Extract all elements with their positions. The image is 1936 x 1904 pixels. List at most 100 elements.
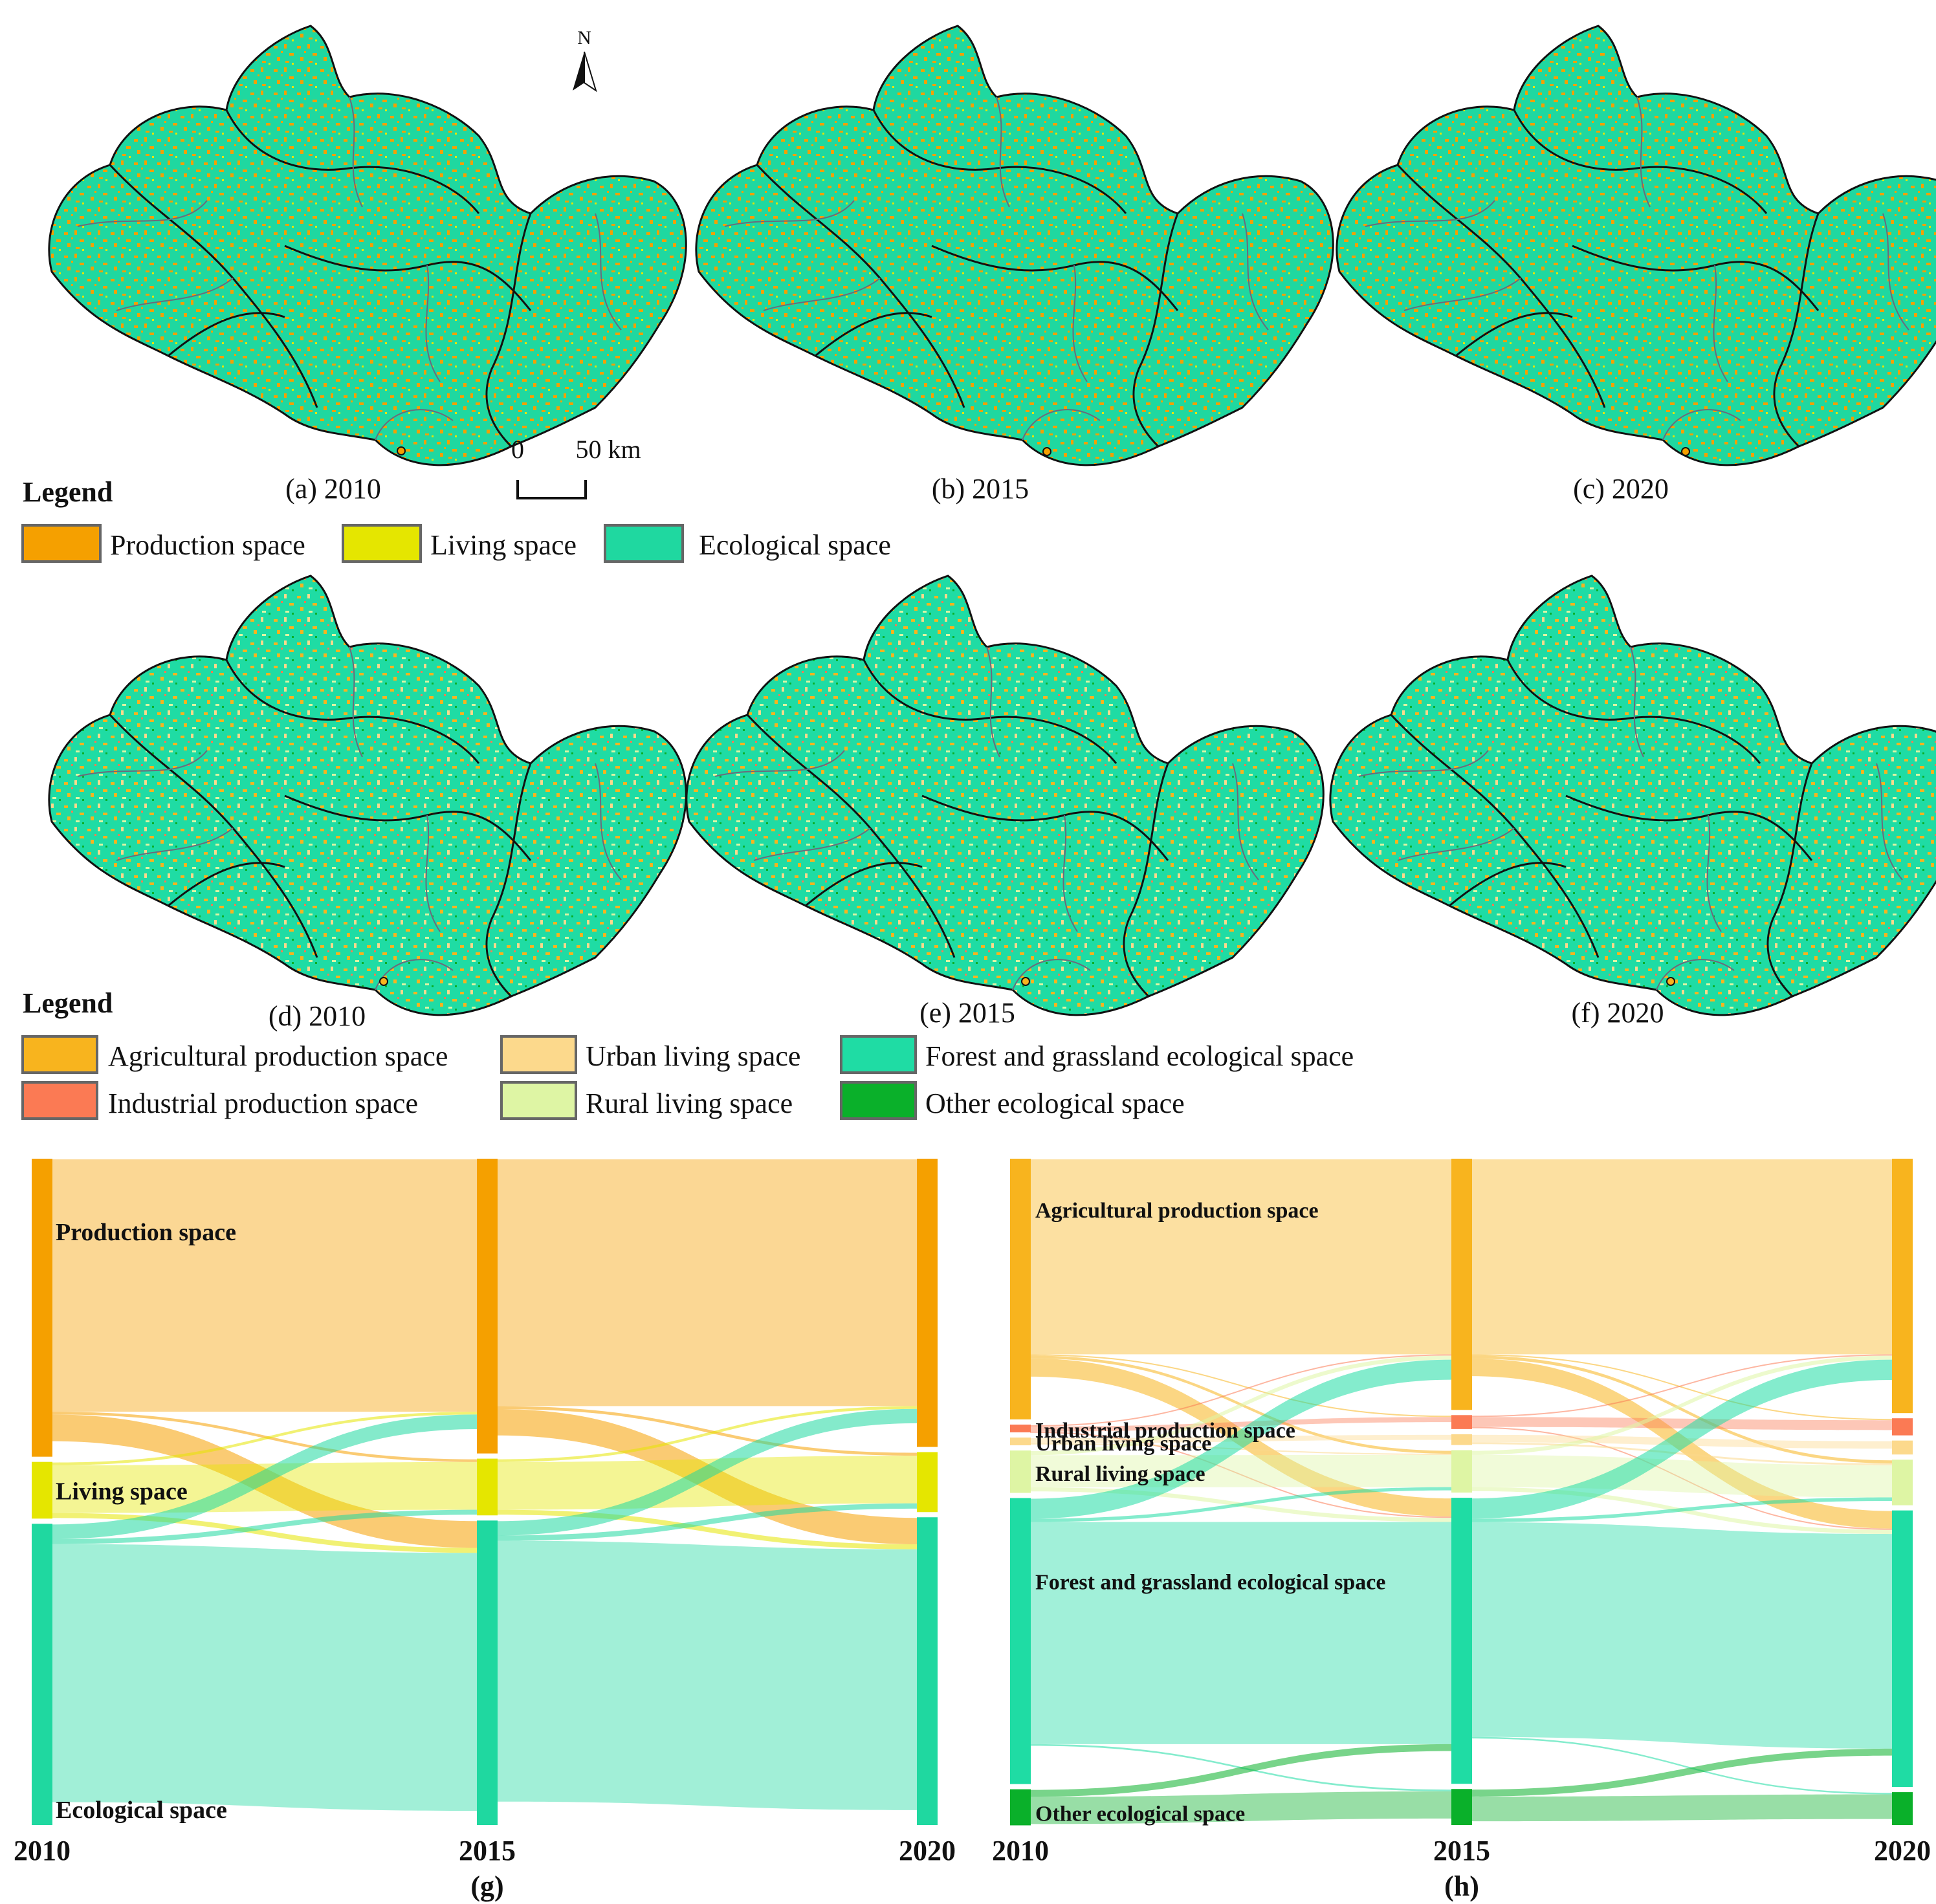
legend2-item-industrial: Industrial production space — [108, 1088, 418, 1119]
sankey-label-industrial-production-space: Industrial production space — [1035, 1419, 1295, 1443]
legend2-item-urban: Urban living space — [586, 1040, 800, 1072]
sankey-flow-living-space — [497, 1509, 918, 1549]
sankey-flow-living-space — [497, 1456, 918, 1510]
sankey-flow-rural-living-space — [1030, 1355, 1452, 1456]
sankey-flow-industrial-production-space — [1030, 1354, 1452, 1427]
legend-swatch-living — [342, 524, 422, 563]
caption-b: (b) 2015 — [932, 473, 1029, 505]
sankey-stage-2015: 2015 — [1433, 1835, 1490, 1866]
scale-end: 50 km — [575, 435, 641, 464]
sankey-node-forest-and-grassland-ecological-space-2015 — [1451, 1498, 1472, 1784]
sankey-node-rural-living-space-2015 — [1451, 1450, 1472, 1493]
sankey-flow-other-ecological-space — [1030, 1744, 1452, 1797]
map-a — [48, 25, 687, 466]
sankey-node-production-space-2015 — [477, 1159, 498, 1454]
legend2-item-agricultural: Agricultural production space — [108, 1040, 448, 1072]
sankey-flow-forest-and-grassland-ecological-space — [1030, 1522, 1452, 1744]
sankey-flow-forest-and-grassland-ecological-space — [1030, 1359, 1452, 1519]
sankey-flow-agricultural-production-space — [1471, 1355, 1893, 1464]
island-marker — [1666, 977, 1675, 986]
legend2-title: Legend — [23, 987, 113, 1019]
caption-c: (c) 2020 — [1573, 473, 1669, 505]
legend2-item-rural: Rural living space — [586, 1088, 793, 1119]
legend-swatch-urban — [500, 1035, 577, 1074]
sankey-flow-rural-living-space — [1030, 1454, 1452, 1487]
sankey-node-forest-and-grassland-ecological-space-2010 — [1010, 1498, 1031, 1784]
island-marker — [1042, 447, 1051, 456]
sankey-stage-2020: 2020 — [899, 1835, 956, 1866]
sankey-flow-living-space — [52, 1461, 478, 1513]
island-marker — [1681, 447, 1690, 456]
sankey-node-agricultural-production-space-2020 — [1892, 1159, 1913, 1414]
sankey-node-living-space-2010 — [32, 1461, 52, 1519]
sankey-flow-ecological-space — [52, 1509, 478, 1544]
sankey-node-agricultural-production-space-2010 — [1010, 1159, 1031, 1419]
sankey-node-rural-living-space-2010 — [1010, 1450, 1031, 1493]
caption-e: (e) 2015 — [919, 997, 1015, 1029]
sankey-flow-living-space — [52, 1513, 478, 1553]
sankey-flow-ecological-space — [52, 1414, 478, 1539]
sankey-flow-living-space — [497, 1406, 918, 1462]
north-arrow-icon — [573, 51, 597, 93]
sankey-flow-agricultural-production-space — [1030, 1354, 1452, 1417]
sankey-flow-forest-and-grassland-ecological-space — [1471, 1497, 1893, 1522]
sankey-node-living-space-2020 — [917, 1452, 938, 1513]
legend2-item-other-eco: Other ecological space — [925, 1088, 1185, 1119]
legend1-title: Legend — [23, 476, 113, 508]
sankey-node-urban-living-space-2020 — [1892, 1440, 1913, 1455]
sankey-flow-forest-and-grassland-ecological-space — [1471, 1522, 1893, 1749]
legend-swatch-forest — [840, 1035, 917, 1074]
sankey-flow-agricultural-production-space — [1030, 1159, 1452, 1355]
sankey-flow-rural-living-space — [1471, 1355, 1893, 1455]
sankey-stage-2010: 2010 — [992, 1835, 1049, 1866]
sankey-chart-g: Production space Living space Ecological s… — [14, 1159, 956, 1902]
sankey-label-living-space: Living space — [56, 1478, 188, 1505]
island-marker — [379, 977, 388, 986]
sankey-flow-forest-and-grassland-ecological-space — [1030, 1487, 1452, 1522]
sankey-node-rural-living-space-2020 — [1892, 1460, 1913, 1505]
sankey-flow-industrial-production-space — [1030, 1417, 1452, 1432]
sankey-node-industrial-production-space-2015 — [1451, 1415, 1472, 1429]
legend-swatch-agricultural — [21, 1035, 98, 1074]
island-marker — [397, 446, 406, 455]
map-f — [1329, 574, 1936, 1016]
sankey-flow-living-space — [52, 1412, 478, 1465]
map-e — [685, 574, 1325, 1016]
scale-bar-icon — [516, 480, 587, 499]
sankey-label-urban-living-space: Urban living space — [1035, 1432, 1211, 1456]
sankey-stage-2015: 2015 — [459, 1835, 516, 1866]
sankey-node-production-space-2010 — [32, 1159, 52, 1457]
sankey-flow-forest-and-grassland-ecological-space — [1471, 1359, 1893, 1519]
sankey-panel-label: (h) — [1444, 1870, 1479, 1902]
sankey-label-forest-and-grassland-ecological-space: Forest and grassland ecological space — [1035, 1571, 1385, 1595]
sankey-label-production-space: Production space — [56, 1219, 236, 1246]
sankey-flow-ecological-space — [497, 1503, 918, 1541]
sankey-node-other-ecological-space-2020 — [1892, 1792, 1913, 1826]
sankey-node-ecological-space-2020 — [917, 1517, 938, 1825]
sankey-flow-industrial-production-space — [1471, 1427, 1893, 1530]
legend-swatch-industrial — [21, 1081, 98, 1120]
sankey-label-rural-living-space: Rural living space — [1035, 1462, 1205, 1486]
sankey-label-other-ecological-space: Other ecological space — [1035, 1802, 1245, 1826]
legend1-item-ecological: Ecological space — [699, 529, 891, 561]
sankey-flow-industrial-production-space — [1471, 1417, 1893, 1430]
scale-zero: 0 — [511, 435, 524, 464]
legend-swatch-ecological — [604, 524, 684, 563]
sankey-flow-ecological-space — [52, 1544, 478, 1811]
sankey-flow-production-space — [52, 1412, 478, 1462]
sankey-panel-label: (g) — [470, 1870, 503, 1902]
sankey-node-urban-living-space-2010 — [1010, 1437, 1031, 1445]
sankey-flow-production-space — [497, 1159, 918, 1406]
sankey-node-production-space-2020 — [917, 1159, 938, 1447]
map-d — [48, 574, 687, 1016]
caption-a: (a) 2010 — [285, 473, 381, 505]
sankey-node-urban-living-space-2015 — [1451, 1434, 1472, 1445]
north-label: N — [577, 27, 591, 49]
sankey-chart-h: Agricultural production space Industrial … — [992, 1159, 1931, 1902]
sankey-label-ecological-space: Ecological space — [56, 1797, 227, 1824]
sankey-node-living-space-2015 — [477, 1458, 498, 1516]
sankey-label-agricultural-production-space: Agricultural production space — [1035, 1199, 1319, 1223]
sankey-node-agricultural-production-space-2015 — [1451, 1159, 1472, 1410]
sankey-node-ecological-space-2015 — [477, 1520, 498, 1826]
